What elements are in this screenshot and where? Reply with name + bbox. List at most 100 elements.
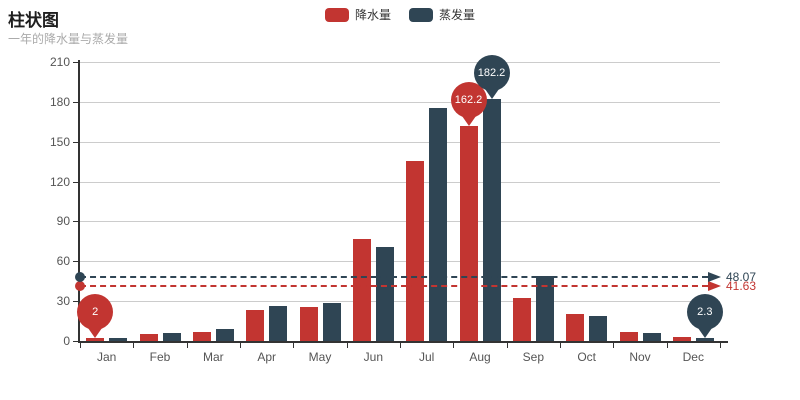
x-axis-tick bbox=[293, 343, 295, 348]
bar-降水量-Jan[interactable] bbox=[86, 338, 105, 341]
bar-降水量-Nov[interactable] bbox=[619, 332, 638, 341]
y-axis-label: 150 bbox=[49, 134, 70, 149]
gridline bbox=[80, 141, 720, 143]
x-axis-tick bbox=[186, 343, 188, 348]
y-axis-tick bbox=[73, 141, 78, 143]
x-axis-tick bbox=[666, 343, 668, 348]
x-axis-tick bbox=[133, 343, 135, 348]
y-axis-label: 210 bbox=[49, 55, 70, 69]
mark-point-pin-tail bbox=[697, 327, 712, 338]
bar-降水量-Apr[interactable] bbox=[246, 310, 265, 341]
average-line-arrow-icon bbox=[708, 280, 721, 291]
x-axis-label: Jul bbox=[418, 350, 435, 364]
chart-title: 柱状图 bbox=[8, 11, 59, 30]
legend-item-evaporation[interactable]: 蒸发量 bbox=[409, 6, 475, 23]
x-axis-label: Dec bbox=[682, 350, 704, 364]
y-axis-label: 60 bbox=[56, 254, 70, 269]
precipitation-swatch-icon bbox=[324, 7, 349, 22]
y-axis-tick bbox=[73, 341, 78, 342]
mark-point-pin-tail bbox=[461, 115, 476, 126]
bar-降水量-Dec[interactable] bbox=[672, 336, 691, 341]
x-axis-tick bbox=[240, 343, 241, 348]
mark-point-pin-tail bbox=[88, 328, 103, 339]
gridline bbox=[80, 62, 720, 63]
average-line-dot bbox=[75, 280, 85, 291]
y-axis-label: 180 bbox=[49, 94, 70, 109]
bar-蒸发量-Apr[interactable] bbox=[269, 305, 288, 341]
bar-蒸发量-Jun[interactable] bbox=[375, 247, 394, 341]
y-axis-tick bbox=[73, 181, 78, 183]
bar-降水量-May[interactable] bbox=[299, 306, 318, 341]
x-axis-label: Sep bbox=[522, 350, 544, 364]
x-axis-label: Jun bbox=[363, 350, 383, 364]
x-axis-line bbox=[78, 341, 728, 343]
bar-蒸发量-Feb[interactable] bbox=[162, 333, 181, 341]
x-axis-tick bbox=[346, 343, 348, 348]
x-axis-tick bbox=[720, 343, 721, 348]
bar-蒸发量-Sep[interactable] bbox=[535, 276, 554, 341]
average-value-label: 41.63 bbox=[726, 278, 757, 293]
mark-point-pin-max: 182.2 bbox=[473, 54, 510, 91]
y-axis-tick bbox=[73, 261, 78, 263]
x-axis-label: May bbox=[308, 350, 332, 364]
mark-point-pin-min: 2.3 bbox=[686, 293, 723, 330]
bar-蒸发量-Nov[interactable] bbox=[642, 333, 661, 341]
y-axis-label: 120 bbox=[49, 174, 70, 189]
x-axis-label: Jan bbox=[96, 350, 117, 364]
x-axis-label: Aug bbox=[469, 350, 491, 364]
legend-label-evaporation: 蒸发量 bbox=[439, 8, 476, 22]
bar-蒸发量-Aug[interactable] bbox=[482, 98, 501, 341]
x-axis-label: Nov bbox=[629, 350, 651, 364]
gridline bbox=[80, 301, 720, 303]
bar-降水量-Aug[interactable] bbox=[459, 125, 478, 341]
bar-降水量-Oct[interactable] bbox=[566, 314, 585, 341]
bar-蒸发量-Oct[interactable] bbox=[589, 316, 608, 341]
x-axis-tick bbox=[506, 343, 508, 348]
bar-降水量-Sep[interactable] bbox=[512, 297, 531, 341]
x-axis-tick bbox=[613, 343, 615, 348]
x-axis-tick bbox=[400, 343, 401, 348]
chart-subtitle: 一年的降水量与蒸发量 bbox=[8, 32, 129, 46]
average-line-降水量 bbox=[80, 284, 708, 287]
x-axis-tick bbox=[453, 343, 455, 348]
y-axis-tick bbox=[73, 301, 78, 303]
average-line-arrow-icon bbox=[708, 272, 721, 283]
chart-legend: 降水量 蒸发量 bbox=[0, 6, 800, 23]
y-axis-line bbox=[78, 60, 80, 343]
gridline bbox=[80, 181, 720, 183]
average-line-蒸发量 bbox=[80, 276, 708, 279]
y-axis-tick bbox=[73, 221, 78, 223]
evaporation-swatch-icon bbox=[409, 7, 433, 22]
average-value-label: 48.07 bbox=[726, 270, 757, 285]
gridline bbox=[80, 261, 720, 263]
x-axis-label: Mar bbox=[202, 350, 224, 364]
x-axis-tick bbox=[80, 343, 81, 348]
y-axis-tick bbox=[73, 62, 78, 63]
legend-label-precipitation: 降水量 bbox=[354, 8, 391, 22]
x-axis-label: Oct bbox=[577, 350, 596, 364]
bar-蒸发量-Dec[interactable] bbox=[695, 337, 714, 341]
mark-point-pin-tail bbox=[484, 88, 499, 99]
bar-蒸发量-May[interactable] bbox=[322, 302, 341, 341]
gridline bbox=[80, 221, 720, 223]
y-axis-tick bbox=[73, 101, 78, 103]
x-axis-label: Apr bbox=[257, 350, 276, 364]
y-axis-label: 30 bbox=[56, 294, 70, 309]
bar-降水量-Mar[interactable] bbox=[192, 331, 211, 341]
mark-point-pin-min: 2 bbox=[77, 294, 114, 331]
bar-蒸发量-Mar[interactable] bbox=[215, 329, 234, 341]
gridline bbox=[80, 101, 720, 103]
bar-降水量-Feb[interactable] bbox=[139, 334, 158, 341]
x-axis-tick bbox=[560, 343, 561, 348]
legend-item-precipitation[interactable]: 降水量 bbox=[324, 6, 391, 23]
y-axis-label: 90 bbox=[56, 214, 70, 229]
average-line-dot bbox=[75, 272, 85, 283]
bar-蒸发量-Jan[interactable] bbox=[109, 337, 128, 341]
y-axis-label: 0 bbox=[63, 334, 70, 348]
bar-降水量-Jul[interactable] bbox=[406, 160, 425, 341]
bar-蒸发量-Jul[interactable] bbox=[429, 107, 448, 341]
x-axis-label: Feb bbox=[149, 350, 171, 364]
bar-降水量-Jun[interactable] bbox=[352, 239, 371, 341]
